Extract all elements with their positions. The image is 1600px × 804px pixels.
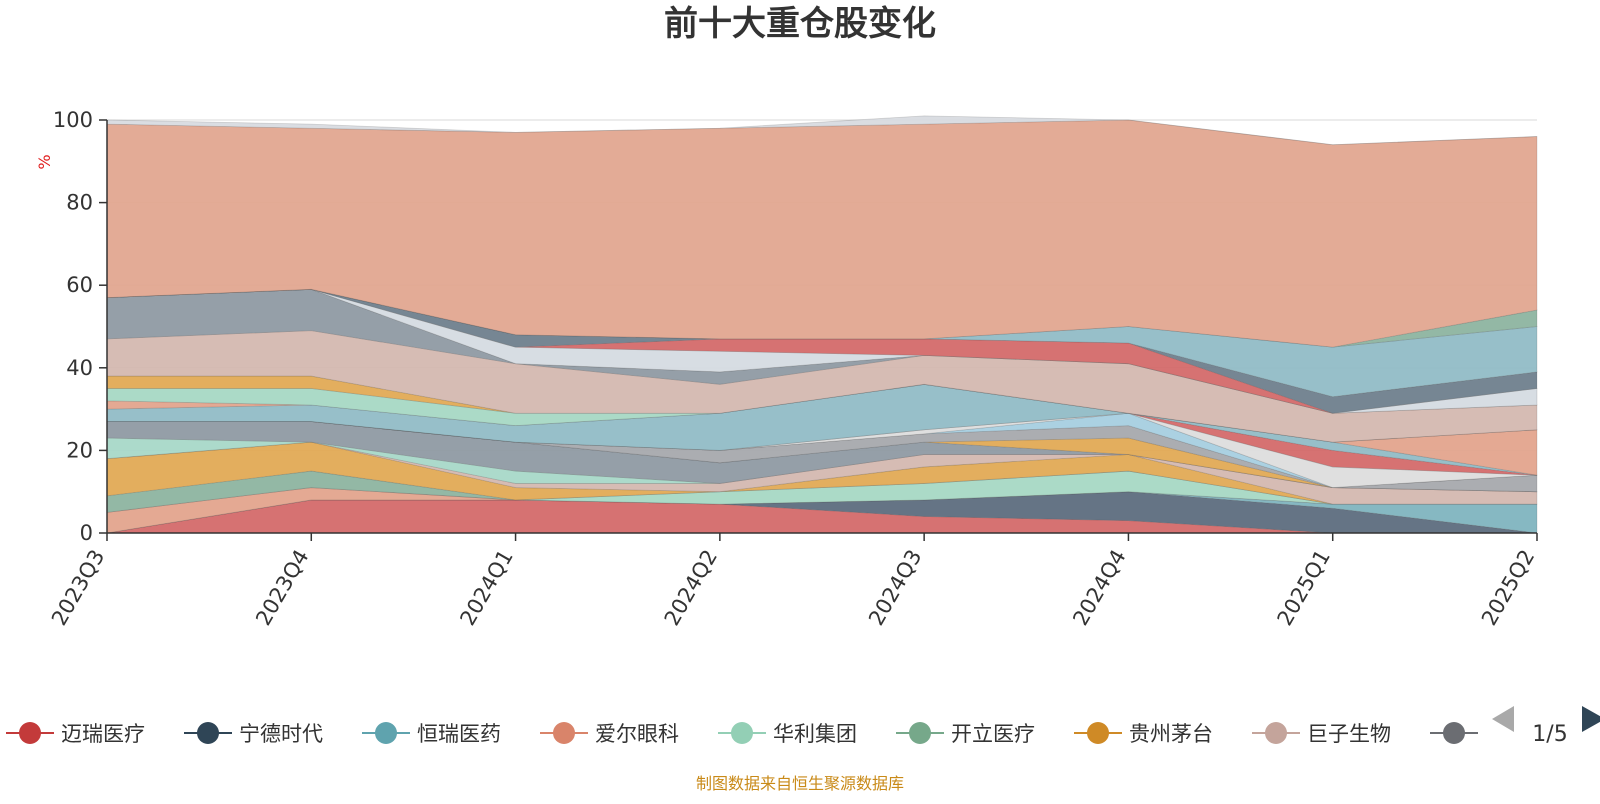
x-tick-label: 2024Q4 [1068,546,1130,630]
legend-item[interactable]: 宁德时代 [184,722,323,746]
area-layer [106,119,1538,348]
x-tick-label: 2023Q3 [47,546,109,630]
legend-pager[interactable]: 1/5 [1492,706,1600,747]
legend-item[interactable]: 恒瑞医药 [362,722,501,746]
legend-item[interactable]: 华利集团 [718,722,857,746]
legend-label: 恒瑞医药 [417,722,501,746]
legend-label: 巨子生物 [1307,722,1391,746]
legend-label: 宁德时代 [239,722,323,746]
stacked-area-layers [106,115,1538,534]
legend-label: 开立医疗 [951,722,1035,746]
next-page-icon[interactable] [1582,706,1600,732]
x-tick-label: 2025Q1 [1273,546,1335,630]
legend-label: 爱尔眼科 [595,722,679,746]
area-layer-华利集团 [106,470,1537,513]
legend-item[interactable]: 贵州茅台 [1074,722,1213,746]
y-tick-label: 0 [80,521,93,545]
legend-label: 华利集团 [773,722,857,746]
area-layer [106,330,1538,443]
x-tick-label: 2025Q2 [1477,546,1539,630]
y-tick-label: 80 [66,191,93,215]
prev-page-icon[interactable] [1492,706,1514,732]
x-tick-label: 2024Q3 [864,546,926,630]
x-tick-label: 2023Q4 [251,546,313,630]
legend-item[interactable]: 巨子生物 [1252,722,1391,746]
legend-item[interactable]: 开立医疗 [896,722,1035,746]
data-source-note: 制图数据来自恒生聚源数据库 [696,774,904,793]
legend-label: 贵州茅台 [1129,722,1213,746]
legend-marker-icon [19,722,41,744]
legend-marker-icon [909,722,931,744]
y-tick-label: 40 [66,356,93,380]
legend-item[interactable] [1430,722,1478,744]
legend-marker-icon [197,722,219,744]
legend-marker-icon [553,722,575,744]
legend-item[interactable]: 迈瑞医疗 [6,722,145,746]
y-tick-label: 100 [53,108,93,132]
legend-marker-icon [1265,722,1287,744]
legend-page-indicator: 1/5 [1532,722,1567,747]
legend-label: 迈瑞医疗 [61,722,145,746]
y-tick-label: 60 [66,273,93,297]
area-layer [106,115,1538,146]
chart-title: 前十大重仓股变化 [664,4,936,44]
legend-item[interactable]: 爱尔眼科 [540,722,679,746]
legend-marker-icon [731,722,753,744]
x-tick-label: 2024Q2 [660,546,722,630]
legend[interactable]: 迈瑞医疗 宁德时代 恒瑞医药 爱尔眼科 华利集团 开立医疗 贵州茅台 巨子生物 [6,722,1478,746]
legend-marker-icon [1443,722,1465,744]
x-tick-label: 2024Q1 [455,546,517,630]
legend-marker-icon [1087,722,1109,744]
y-tick-label: 20 [66,438,93,462]
legend-marker-icon [375,722,397,744]
y-axis-label: % [35,154,54,169]
